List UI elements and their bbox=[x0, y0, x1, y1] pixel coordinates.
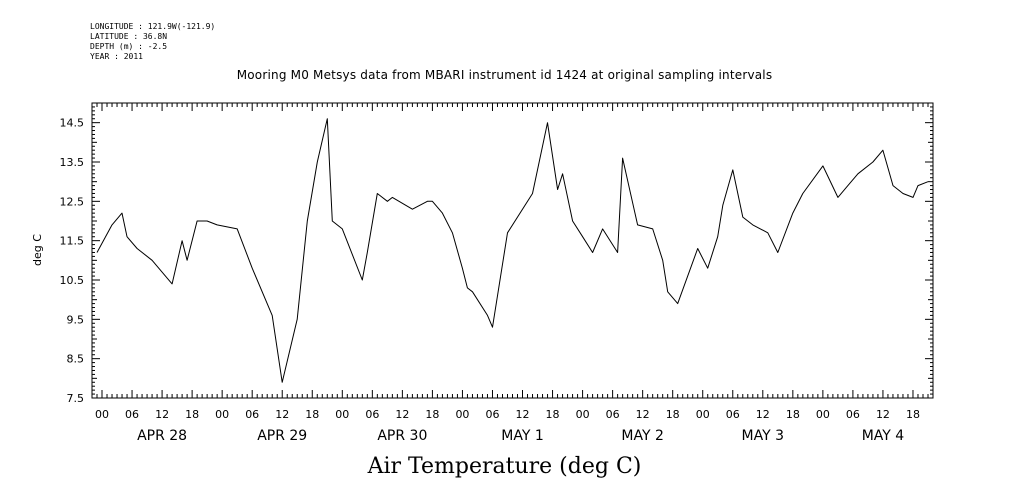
y-tick-label: 13.5 bbox=[60, 156, 85, 169]
series-group bbox=[96, 118, 929, 383]
x-tick-label: 18 bbox=[666, 408, 680, 421]
x-tick-label: 12 bbox=[155, 408, 169, 421]
year-text: YEAR : 2011 bbox=[90, 52, 143, 61]
y-tick-label: 10.5 bbox=[60, 274, 85, 287]
depth-text: DEPTH (m) : -2.5 bbox=[90, 42, 168, 51]
y-tick-label: 11.5 bbox=[60, 235, 85, 248]
x-tick-label: 06 bbox=[606, 408, 620, 421]
x-tick-label: 12 bbox=[636, 408, 650, 421]
x-tick-label: 18 bbox=[786, 408, 800, 421]
x-tick-label: 12 bbox=[756, 408, 770, 421]
x-day-label: MAY 4 bbox=[862, 428, 905, 444]
x-day-label: APR 28 bbox=[137, 428, 187, 444]
x-tick-label: 06 bbox=[726, 408, 740, 421]
x-tick-label: 00 bbox=[95, 408, 109, 421]
y-tick-label: 14.5 bbox=[60, 117, 85, 130]
plot-frame bbox=[91, 102, 934, 399]
x-day-label: MAY 2 bbox=[621, 428, 663, 444]
x-day-label: APR 29 bbox=[257, 428, 307, 444]
x-tick-label: 12 bbox=[275, 408, 289, 421]
y-tick-label: 12.5 bbox=[60, 195, 85, 208]
y-axis: 7.5 8.5 9.5 10.5 11.5 12.5 13.5 14.5 bbox=[60, 102, 933, 405]
y-axis-title: deg C bbox=[31, 234, 44, 266]
x-tick-label: 00 bbox=[576, 408, 590, 421]
y-tick-label: 9.5 bbox=[67, 313, 85, 326]
x-day-label: APR 30 bbox=[377, 428, 427, 444]
x-tick-label: 00 bbox=[816, 408, 830, 421]
y-tick-label: 7.5 bbox=[67, 392, 85, 405]
latitude-text: LATITUDE : 36.8N bbox=[90, 32, 168, 41]
x-tick-label: 12 bbox=[395, 408, 409, 421]
x-tick-label: 18 bbox=[906, 408, 920, 421]
x-tick-label: 06 bbox=[125, 408, 139, 421]
x-tick-label: 00 bbox=[215, 408, 229, 421]
x-axis: 00 06 12 18 APR 28 00 06 12 18 APR 29 00 06 12 18 APR … bbox=[91, 103, 934, 444]
x-tick-label: 12 bbox=[876, 408, 890, 421]
x-tick-label: 18 bbox=[185, 408, 199, 421]
series-line bbox=[96, 118, 929, 383]
x-tick-label: 00 bbox=[455, 408, 469, 421]
x-tick-label: 06 bbox=[365, 408, 379, 421]
x-tick-label: 06 bbox=[245, 408, 259, 421]
x-tick-label: 06 bbox=[846, 408, 860, 421]
y-tick-label: 8.5 bbox=[67, 353, 85, 366]
location-metadata: LONGITUDE : 121.9W(-121.9) LATITUDE : 36… bbox=[90, 22, 215, 62]
x-day-label: MAY 3 bbox=[742, 428, 784, 444]
x-tick-label: 00 bbox=[696, 408, 710, 421]
x-tick-label: 12 bbox=[516, 408, 530, 421]
x-tick-label: 18 bbox=[305, 408, 319, 421]
longitude-text: LONGITUDE : 121.9W(-121.9) bbox=[90, 22, 216, 31]
x-axis-title: Air Temperature (deg C) bbox=[367, 454, 642, 479]
x-tick-label: 18 bbox=[546, 408, 560, 421]
x-tick-label: 00 bbox=[335, 408, 349, 421]
x-tick-label: 18 bbox=[425, 408, 439, 421]
x-day-label: MAY 1 bbox=[501, 428, 543, 444]
chart-title: Mooring M0 Metsys data from MBARI instru… bbox=[236, 68, 773, 82]
x-tick-label: 06 bbox=[485, 408, 499, 421]
